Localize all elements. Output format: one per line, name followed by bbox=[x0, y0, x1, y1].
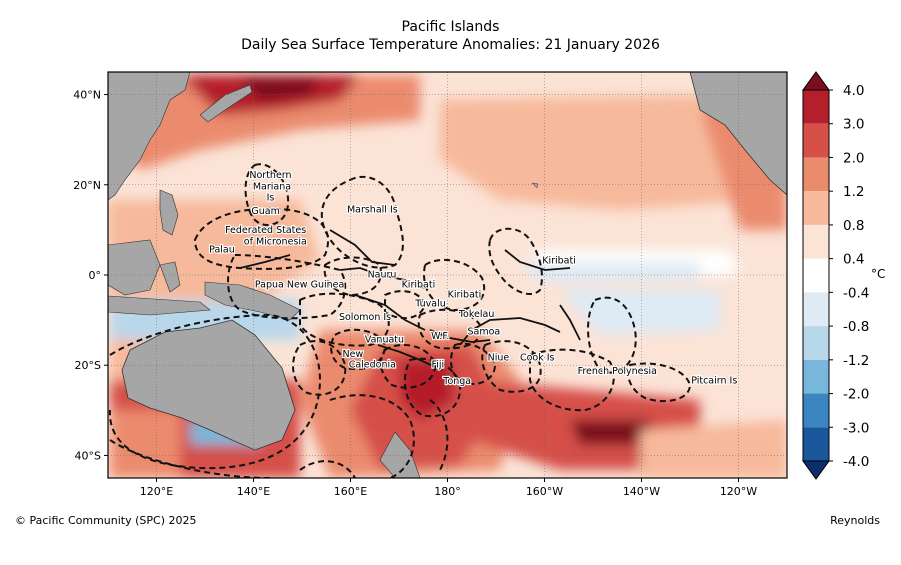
colorbar-swatch bbox=[803, 326, 829, 360]
region-label: Vanuatu bbox=[365, 335, 404, 346]
region-label: Caledonia bbox=[349, 359, 396, 370]
lat-tick-label: 40°N bbox=[73, 89, 101, 102]
colorbar-unit: °C bbox=[871, 267, 885, 281]
axis-ticks: 120°E 140°E 160°E 180° 160°W 140°W 120°W 40°N 20… bbox=[73, 89, 757, 498]
colorbar-label: -3.0 bbox=[843, 420, 869, 436]
lon-tick-label: 160°E bbox=[334, 485, 367, 498]
colorbar-label: -4.0 bbox=[843, 454, 869, 470]
region-label: Nauru bbox=[368, 269, 397, 280]
region-label: W.F. bbox=[431, 331, 449, 342]
borneo bbox=[108, 239, 161, 296]
lon-tick-label: 160°W bbox=[526, 485, 563, 498]
data-source: Reynolds bbox=[830, 514, 880, 527]
lon-tick-label: 120°W bbox=[720, 485, 757, 498]
region-label: Tonga bbox=[442, 376, 471, 387]
copyright-notice: © Pacific Community (SPC) 2025 bbox=[15, 514, 197, 527]
colorbar-swatch bbox=[803, 157, 829, 192]
region-label: Kiribati bbox=[448, 290, 482, 301]
region-label: Tokelau bbox=[458, 309, 495, 320]
map-title: Pacific Islands bbox=[401, 19, 500, 35]
region-label: Kiribati bbox=[402, 280, 436, 291]
region-label: Samoa bbox=[468, 327, 501, 338]
region-label: Northern bbox=[249, 170, 291, 181]
north-america bbox=[689, 72, 787, 196]
colorbar-label: 1.2 bbox=[843, 184, 864, 200]
map-subtitle: Daily Sea Surface Temperature Anomalies:… bbox=[241, 37, 660, 53]
lat-tick-label: 20°N bbox=[73, 179, 101, 192]
lon-tick-label: 140°W bbox=[623, 485, 660, 498]
land-masses bbox=[108, 72, 787, 478]
lat-tick-label: 0° bbox=[89, 269, 102, 282]
japan bbox=[199, 84, 253, 123]
eez-solid-lines bbox=[239, 229, 581, 371]
colorbar-label: -1.2 bbox=[843, 353, 869, 369]
region-label: Is bbox=[267, 193, 275, 204]
region-label: Tuvalu bbox=[414, 299, 446, 310]
colorbar-swatch bbox=[803, 292, 829, 327]
region-label: Palau bbox=[209, 244, 235, 255]
region-label: Mariana bbox=[253, 181, 291, 192]
colorbar-swatch bbox=[803, 393, 829, 428]
colorbar: 4.0 3.0 2.0 1.2 0.8 0.4 -0.4 -0.8 -1.2 -2.0 -3.0 -4… bbox=[802, 71, 869, 480]
lon-tick-label: 120°E bbox=[140, 485, 173, 498]
lon-tick-label: 180° bbox=[434, 485, 461, 498]
region-label: Niue bbox=[488, 353, 510, 364]
colorbar-swatch bbox=[803, 224, 829, 259]
colorbar-label: 0.8 bbox=[843, 218, 864, 234]
region-label: New bbox=[343, 349, 364, 360]
region-label: of Micronesia bbox=[244, 236, 307, 247]
australia bbox=[121, 319, 296, 451]
colorbar-swatch bbox=[803, 191, 829, 225]
colorbar-label: -0.8 bbox=[843, 319, 869, 335]
colorbar-label: -2.0 bbox=[843, 387, 869, 403]
colorbar-label: 3.0 bbox=[843, 117, 864, 133]
region-label: French Polynesia bbox=[578, 366, 657, 377]
colorbar-top-triangle bbox=[802, 71, 830, 91]
lat-tick-label: 20°S bbox=[75, 359, 101, 372]
colorbar-label: 2.0 bbox=[843, 150, 864, 166]
eez-boundaries bbox=[108, 163, 692, 478]
colorbar-swatch bbox=[803, 123, 829, 158]
lat-tick-label: 40°S bbox=[75, 449, 101, 462]
colorbar-swatch bbox=[803, 90, 829, 124]
hawaii bbox=[531, 182, 539, 189]
philippines bbox=[159, 189, 179, 236]
sulawesi bbox=[159, 261, 181, 293]
region-label: Kiribati bbox=[542, 256, 576, 267]
region-label: Solomon Is bbox=[339, 312, 391, 323]
colorbar-label: 4.0 bbox=[843, 83, 864, 99]
colorbar-swatch bbox=[803, 359, 829, 394]
region-label: Federated States bbox=[225, 225, 306, 236]
region-label: Guam bbox=[251, 206, 279, 217]
colorbar-swatch bbox=[803, 427, 829, 461]
colorbar-swatch bbox=[803, 258, 829, 293]
colorbar-frame bbox=[802, 89, 830, 462]
colorbar-label: -0.4 bbox=[843, 285, 869, 301]
indonesia bbox=[108, 295, 211, 316]
colorbar-label: 0.4 bbox=[843, 252, 864, 268]
graticule bbox=[108, 72, 787, 478]
new-zealand bbox=[379, 431, 421, 478]
region-label: Fiji bbox=[431, 359, 444, 370]
asia-coast bbox=[108, 72, 191, 201]
region-label: Marshall Is bbox=[347, 205, 398, 216]
region-label: Pitcairn Is bbox=[691, 375, 737, 386]
region-label: Cook Is bbox=[520, 353, 555, 364]
colorbar-bottom-triangle bbox=[802, 460, 830, 480]
region-label: Papua New Guinea bbox=[255, 280, 344, 291]
lon-tick-label: 140°E bbox=[237, 485, 270, 498]
